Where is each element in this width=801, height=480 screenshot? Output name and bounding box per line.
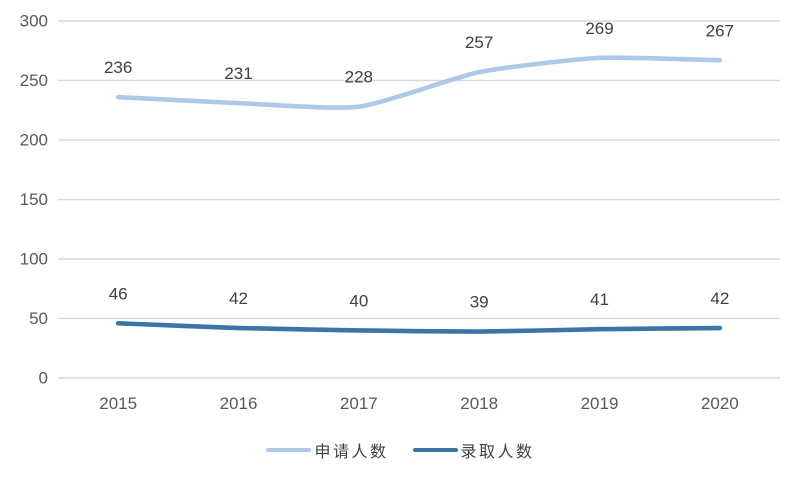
y-tick-label: 150 bbox=[20, 190, 48, 209]
series-line-1[interactable] bbox=[115, 320, 723, 334]
data-label: 236 bbox=[104, 58, 132, 77]
data-label: 231 bbox=[224, 64, 252, 83]
x-tick-label: 2019 bbox=[581, 394, 619, 413]
data-label: 40 bbox=[349, 291, 368, 310]
data-label: 269 bbox=[585, 19, 613, 38]
y-axis-tick-labels: 0 50 100 150 200 250 300 bbox=[20, 12, 48, 388]
y-tick-label: 0 bbox=[39, 369, 48, 388]
legend-line-marker bbox=[266, 448, 312, 452]
data-labels-series-1: 46 42 40 39 41 42 bbox=[109, 284, 730, 311]
data-label: 267 bbox=[706, 21, 734, 40]
data-label: 42 bbox=[229, 289, 248, 308]
y-tick-label: 100 bbox=[20, 250, 48, 269]
y-tick-label: 300 bbox=[20, 12, 48, 31]
x-tick-label: 2016 bbox=[220, 394, 258, 413]
data-label: 42 bbox=[710, 289, 729, 308]
legend: 申请人数 录取人数 bbox=[0, 438, 801, 462]
legend-label: 录取人数 bbox=[460, 444, 535, 461]
series-line-0[interactable] bbox=[115, 55, 723, 110]
y-tick-label: 250 bbox=[20, 71, 48, 90]
x-tick-label: 2020 bbox=[701, 394, 739, 413]
gridlines bbox=[58, 20, 780, 379]
x-tick-label: 2015 bbox=[99, 394, 137, 413]
legend-item-1[interactable]: 录取人数 bbox=[412, 438, 535, 462]
legend-line-marker bbox=[412, 448, 458, 452]
data-label: 228 bbox=[345, 68, 373, 87]
y-tick-label: 50 bbox=[29, 309, 48, 328]
data-label: 41 bbox=[590, 290, 609, 309]
x-tick-label: 2017 bbox=[340, 394, 378, 413]
x-axis-tick-labels: 2015 2016 2017 2018 2019 2020 bbox=[99, 394, 738, 413]
data-label: 46 bbox=[109, 284, 128, 303]
data-label: 39 bbox=[470, 293, 489, 312]
legend-label: 申请人数 bbox=[314, 444, 389, 461]
legend-item-0[interactable]: 申请人数 bbox=[266, 438, 388, 462]
data-labels-series-0: 236 231 228 257 269 267 bbox=[104, 19, 734, 87]
x-tick-label: 2018 bbox=[460, 394, 498, 413]
y-tick-label: 200 bbox=[20, 131, 48, 150]
data-label: 257 bbox=[465, 33, 493, 52]
